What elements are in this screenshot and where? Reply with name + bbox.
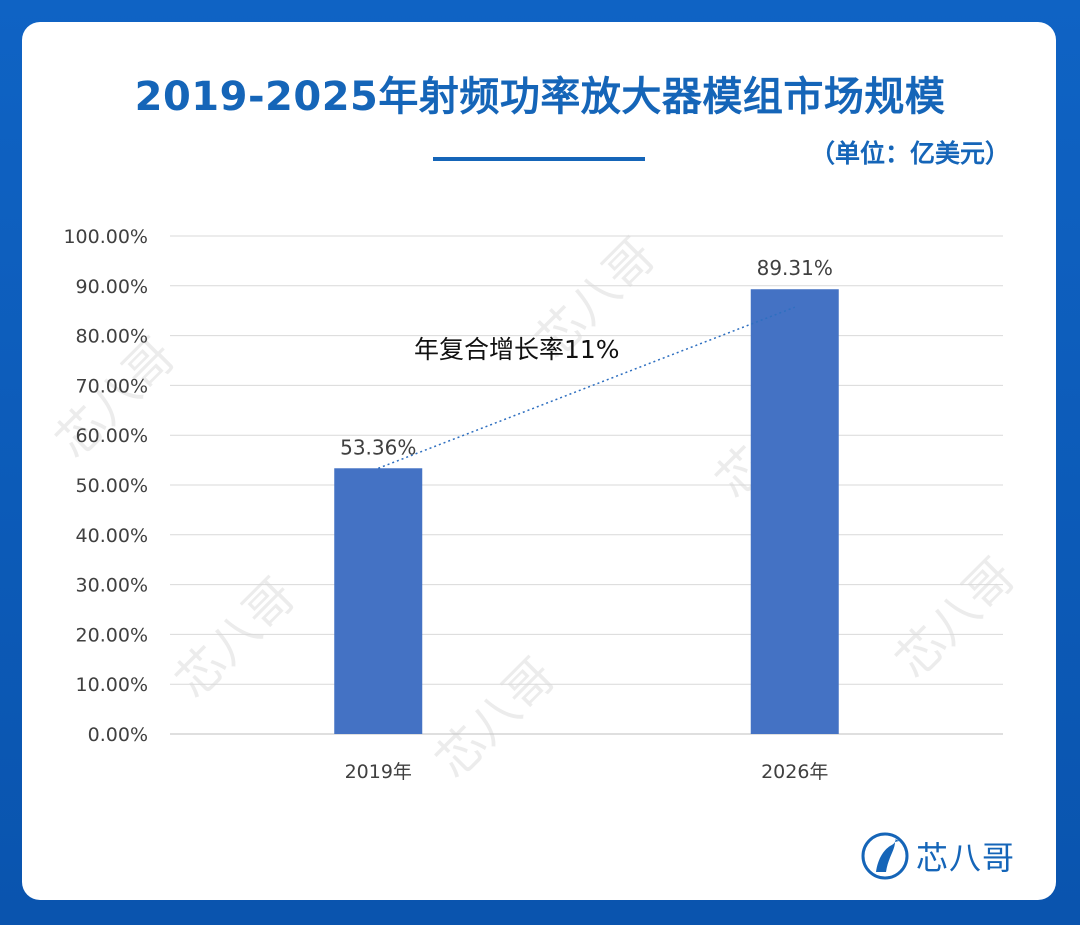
grid-lines — [170, 235, 1003, 735]
y-tick-label: 60.00% — [76, 425, 148, 447]
data-label: 89.31% — [757, 256, 833, 280]
trend-line — [377, 306, 796, 469]
y-axis-ticks: 0.00% 10.00% 20.00% 30.00% 40.00% 50.00% 60.00… — [63, 226, 148, 746]
unit-label: （单位：亿美元） — [809, 139, 1010, 168]
chart-card — [22, 22, 1056, 900]
brand-logo: 芯八哥 — [860, 828, 1015, 884]
x-tick-label: 2026年 — [761, 761, 828, 783]
chart-title: 2019-2025年射频功率放大器模组市场规模 — [134, 74, 946, 120]
y-tick-label: 40.00% — [76, 525, 148, 547]
y-tick-label: 100.00% — [63, 226, 148, 248]
data-label: 53.36% — [340, 435, 416, 459]
data-labels: 53.36% 89.31% — [340, 256, 833, 459]
bars — [334, 289, 839, 734]
y-tick-label: 80.00% — [76, 326, 148, 348]
y-tick-label: 10.00% — [76, 674, 148, 696]
x-tick-label: 2019年 — [345, 761, 412, 783]
y-tick-label: 50.00% — [76, 475, 148, 497]
y-tick-label: 0.00% — [88, 724, 148, 746]
title-underline — [433, 157, 645, 161]
y-tick-label: 70.00% — [76, 375, 148, 397]
bar — [334, 468, 423, 734]
y-tick-label: 90.00% — [76, 276, 148, 298]
cagr-annotation: 年复合增长率11% — [414, 335, 620, 364]
x-axis-ticks: 2019年 2026年 — [345, 761, 829, 783]
y-tick-label: 30.00% — [76, 575, 148, 597]
y-tick-label: 20.00% — [76, 624, 148, 646]
brand-name: 芯八哥 — [916, 839, 1016, 877]
heron-icon — [861, 832, 909, 880]
bar — [750, 289, 839, 734]
